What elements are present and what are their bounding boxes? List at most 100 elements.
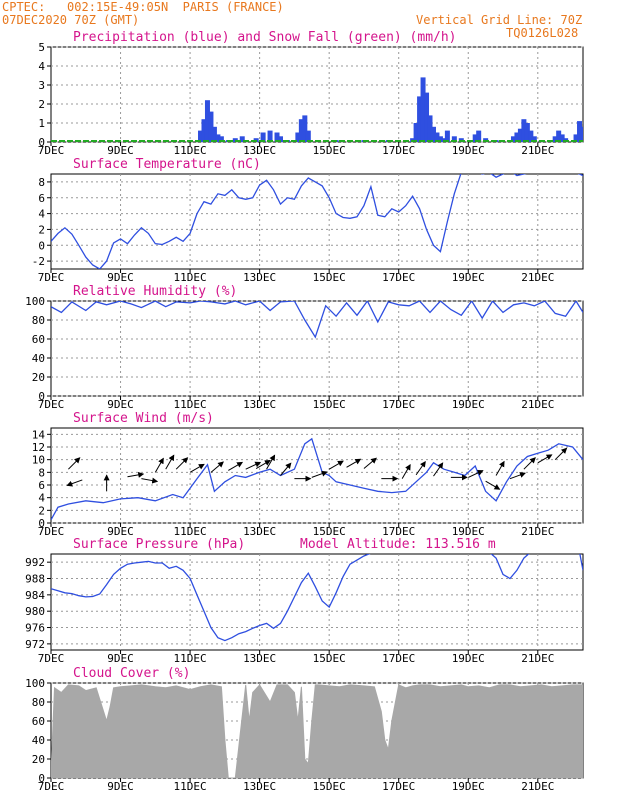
precip-bar: [552, 136, 558, 142]
x-tick-label: 15DEC: [313, 398, 346, 411]
y-tick-label: 12: [32, 441, 45, 454]
y-tick-label: 980: [25, 605, 45, 618]
wind-arrow: [266, 454, 276, 470]
wind-arrow: [280, 462, 292, 476]
precip-bar: [510, 136, 516, 142]
x-tick-label: 15DEC: [313, 525, 346, 538]
y-tick-label: 40: [32, 734, 45, 747]
x-tick-label: 7DEC: [38, 525, 65, 538]
x-tick-label: 7DEC: [38, 780, 65, 793]
precip-bar: [524, 123, 530, 142]
x-tick-label: 21DEC: [521, 652, 554, 665]
wind-arrow: [165, 454, 175, 470]
panel-frame: [50, 46, 584, 143]
panel-cloud: Cloud Cover (%) 7DEC 9DEC 11DEC 13DEC 15DEC 17…: [25, 666, 584, 793]
panel-title: Surface Wind (m/s): [73, 411, 214, 426]
precip-bar: [420, 77, 426, 142]
x-tick-label: 17DEC: [382, 525, 415, 538]
header-location: CPTEC: 002:15E-49:05N PARIS (FRANCE): [2, 0, 284, 14]
x-tick-label: 13DEC: [243, 398, 276, 411]
cloud-area: [51, 684, 583, 778]
precip-bar: [215, 134, 221, 142]
precip-bar: [211, 126, 217, 142]
y-tick-label: 4: [38, 492, 45, 505]
x-tick-label: 21DEC: [521, 525, 554, 538]
precip-bar: [305, 130, 311, 142]
plot-area: [51, 301, 583, 339]
panel-title: Relative Humidity (%): [73, 284, 237, 299]
precip-bar: [298, 119, 304, 142]
y-tick-label: 0: [38, 390, 45, 403]
precip-bar: [451, 136, 457, 142]
precip-bar: [573, 134, 579, 142]
y-tick-label: 100: [25, 677, 45, 690]
x-tick-label: 17DEC: [382, 271, 415, 284]
precip-bar: [559, 134, 565, 142]
y-tick-label: 2: [38, 98, 45, 111]
x-tick-label: 19DEC: [452, 652, 485, 665]
x-tick-label: 11DEC: [174, 652, 207, 665]
x-tick-label: 13DEC: [243, 271, 276, 284]
y-tick-label: 5: [38, 41, 45, 54]
wind-arrow: [189, 463, 205, 473]
y-tick-label: 0: [38, 772, 45, 785]
panel-frame: [50, 553, 584, 651]
wind-arrow: [210, 461, 224, 473]
x-tick-label: 9DEC: [107, 780, 134, 793]
wind-arrow: [509, 472, 526, 480]
x-tick-label: 7DEC: [38, 271, 65, 284]
wind-line: [51, 437, 583, 521]
wind-arrow: [66, 479, 83, 487]
precip-bar: [472, 134, 478, 142]
wind-arrow: [127, 471, 145, 478]
y-tick-label: 8: [38, 466, 45, 479]
precip-bar: [417, 96, 423, 142]
panel-frame: [50, 300, 584, 397]
x-tick-label: 21DEC: [521, 780, 554, 793]
y-tick-label: 80: [32, 696, 45, 709]
x-tick-label: 15DEC: [313, 144, 346, 157]
y-tick-label: 4: [38, 208, 45, 221]
y-tick-label: 972: [25, 638, 45, 651]
wind-arrow: [523, 457, 536, 470]
wind-arrow: [468, 470, 484, 478]
panel-title: Precipitation (blue) and Snow Fall (gree…: [73, 30, 457, 45]
x-tick-label: 15DEC: [313, 652, 346, 665]
plot-area: [51, 554, 583, 642]
precip-bar: [204, 100, 210, 142]
precip-bar: [198, 130, 204, 142]
wind-arrow: [433, 462, 444, 477]
precip-bar: [302, 115, 308, 142]
precip-bar: [430, 126, 436, 142]
precip-bar: [295, 132, 301, 142]
x-tick-label: 11DEC: [174, 144, 207, 157]
precip-bar: [427, 115, 433, 142]
precip-bar: [201, 119, 207, 142]
x-tick-label: 11DEC: [174, 398, 207, 411]
y-tick-label: 992: [25, 556, 45, 569]
precip-bar: [517, 128, 523, 142]
panel-title: Cloud Cover (%): [73, 666, 190, 681]
y-tick-label: 80: [32, 314, 45, 327]
y-tick-label: 4: [38, 60, 45, 73]
precip-bar: [531, 136, 537, 142]
x-tick-label: 21DEC: [521, 271, 554, 284]
header-model-id: TQ0126L028: [506, 26, 579, 40]
x-tick-label: 9DEC: [107, 271, 134, 284]
precip-bar: [260, 132, 266, 142]
x-tick-label: 13DEC: [243, 144, 276, 157]
wind-arrow: [228, 461, 244, 471]
x-tick-label: 17DEC: [382, 144, 415, 157]
x-tick-label: 15DEC: [313, 271, 346, 284]
wind-arrow: [68, 457, 81, 470]
x-tick-label: 13DEC: [243, 525, 276, 538]
wind-arrow: [363, 457, 377, 469]
rh-line: [51, 301, 583, 339]
y-tick-label: 14: [32, 428, 46, 441]
wind-arrow: [346, 458, 362, 468]
panel-subtitle: Model Altitude: 113.516 m: [300, 537, 496, 552]
header-grid-note: Vertical Grid Line: 70Z: [416, 13, 583, 27]
pres-line: [51, 554, 583, 642]
wind-arrow: [245, 461, 262, 470]
